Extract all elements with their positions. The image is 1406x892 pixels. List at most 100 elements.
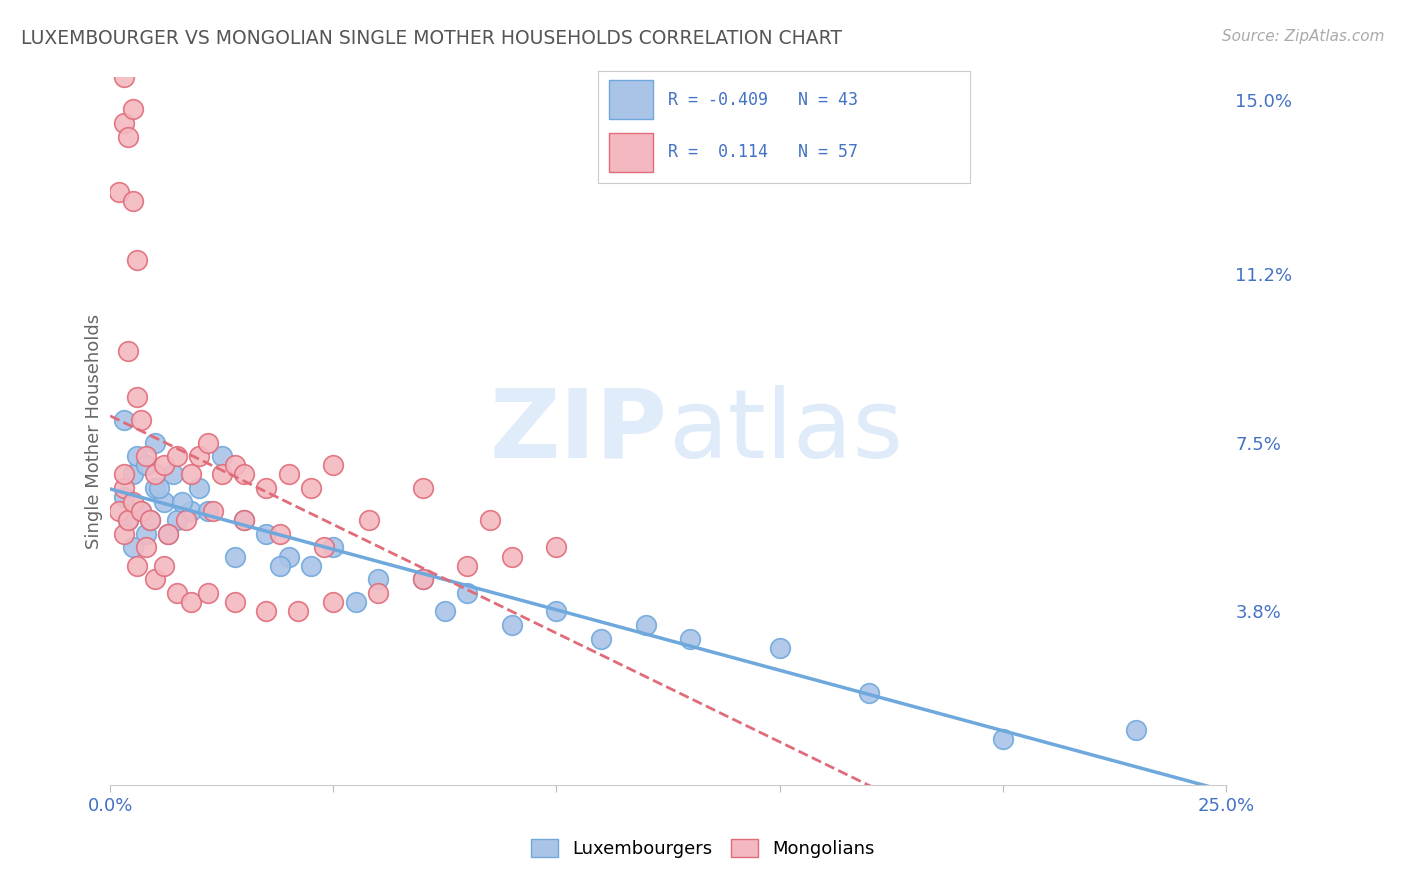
Text: atlas: atlas xyxy=(668,384,903,477)
Point xyxy=(117,344,139,359)
Point xyxy=(233,467,256,482)
Bar xyxy=(609,80,654,120)
Point xyxy=(269,558,291,573)
Point xyxy=(139,513,162,527)
Point xyxy=(121,194,143,208)
Point xyxy=(131,504,153,518)
Text: ZIP: ZIP xyxy=(491,384,668,477)
Point xyxy=(166,449,188,463)
Point xyxy=(367,586,389,600)
Point xyxy=(117,129,139,144)
Point xyxy=(546,541,568,555)
Text: LUXEMBOURGER VS MONGOLIAN SINGLE MOTHER HOUSEHOLDS CORRELATION CHART: LUXEMBOURGER VS MONGOLIAN SINGLE MOTHER … xyxy=(21,29,842,47)
Point xyxy=(112,481,135,495)
Point xyxy=(170,495,193,509)
Point xyxy=(224,549,246,564)
Point xyxy=(478,513,501,527)
Point xyxy=(299,558,322,573)
Point xyxy=(211,449,233,463)
Point xyxy=(125,449,148,463)
Point xyxy=(174,513,197,527)
Point xyxy=(135,541,157,555)
Point xyxy=(211,467,233,482)
Point xyxy=(299,481,322,495)
Point xyxy=(139,513,162,527)
Point xyxy=(125,390,148,404)
Point xyxy=(456,558,478,573)
Point xyxy=(162,467,184,482)
Point xyxy=(233,513,256,527)
Point xyxy=(991,732,1014,747)
Point xyxy=(166,586,188,600)
Point xyxy=(112,490,135,504)
Point xyxy=(197,586,219,600)
Point xyxy=(157,526,180,541)
Point xyxy=(201,504,224,518)
Point xyxy=(143,481,166,495)
Point xyxy=(166,513,188,527)
Point xyxy=(412,481,434,495)
Point xyxy=(412,573,434,587)
Point xyxy=(125,252,148,267)
Text: Source: ZipAtlas.com: Source: ZipAtlas.com xyxy=(1222,29,1385,44)
Point xyxy=(180,595,202,609)
Point xyxy=(197,504,219,518)
Point xyxy=(117,513,139,527)
Point xyxy=(679,632,702,646)
Point xyxy=(135,458,157,473)
Legend: Luxembourgers, Mongolians: Luxembourgers, Mongolians xyxy=(524,831,882,865)
Point xyxy=(314,541,336,555)
Point xyxy=(112,526,135,541)
Point xyxy=(287,604,309,618)
Point xyxy=(135,449,157,463)
Point xyxy=(131,413,153,427)
Text: R =  0.114   N = 57: R = 0.114 N = 57 xyxy=(668,144,858,161)
Point xyxy=(121,467,143,482)
Point xyxy=(125,558,148,573)
Point xyxy=(367,573,389,587)
Point xyxy=(188,449,211,463)
Point xyxy=(546,604,568,618)
Point xyxy=(112,116,135,130)
Point xyxy=(143,467,166,482)
Point xyxy=(344,595,367,609)
Point xyxy=(108,185,131,199)
Point xyxy=(180,467,202,482)
Point xyxy=(357,513,380,527)
Point xyxy=(412,573,434,587)
Point xyxy=(858,686,880,700)
Point xyxy=(188,481,211,495)
Point xyxy=(152,495,174,509)
Point xyxy=(180,504,202,518)
Point xyxy=(121,541,143,555)
Point xyxy=(501,549,523,564)
Point xyxy=(254,481,277,495)
Point xyxy=(152,458,174,473)
Point xyxy=(322,541,344,555)
Point xyxy=(121,103,143,117)
Point xyxy=(157,526,180,541)
Point xyxy=(197,435,219,450)
Text: R = -0.409   N = 43: R = -0.409 N = 43 xyxy=(668,91,858,109)
Point xyxy=(224,458,246,473)
Point xyxy=(135,526,157,541)
Point xyxy=(768,640,790,655)
Point xyxy=(112,413,135,427)
Point xyxy=(322,595,344,609)
Point xyxy=(501,618,523,632)
Point xyxy=(322,458,344,473)
Point xyxy=(117,513,139,527)
Point xyxy=(1125,723,1147,737)
Point xyxy=(277,549,299,564)
Point xyxy=(152,558,174,573)
Bar xyxy=(609,133,654,171)
Point xyxy=(433,604,456,618)
Point xyxy=(277,467,299,482)
Point xyxy=(148,481,170,495)
Point xyxy=(131,504,153,518)
Point xyxy=(254,604,277,618)
Point xyxy=(143,573,166,587)
Y-axis label: Single Mother Households: Single Mother Households xyxy=(86,313,103,549)
Point xyxy=(143,435,166,450)
Point xyxy=(108,504,131,518)
